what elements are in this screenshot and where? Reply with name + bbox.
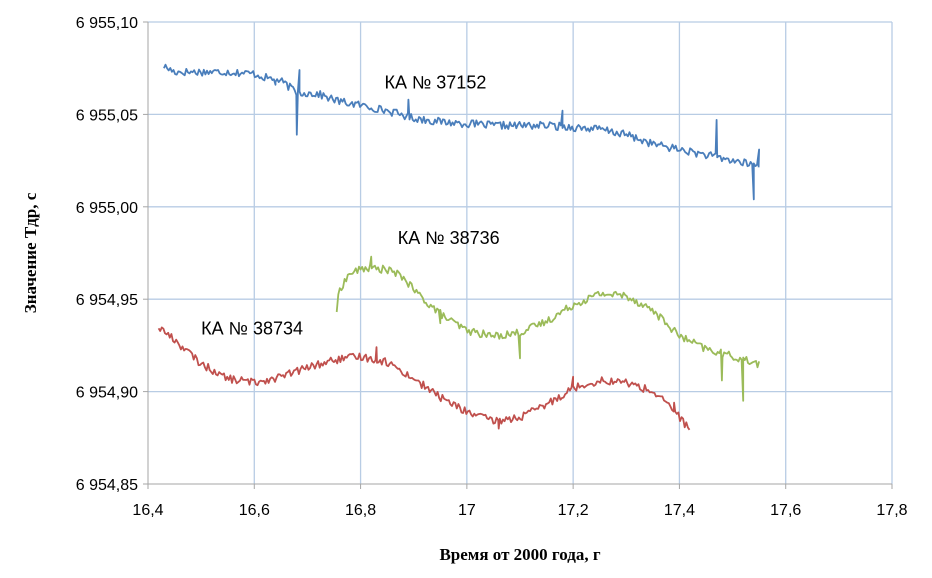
y-tick-label: 6 955,00 xyxy=(76,200,138,217)
y-tick-label: 6 954,95 xyxy=(76,292,138,309)
x-axis-title: Время от 2000 года, г xyxy=(439,545,600,564)
plot-area xyxy=(148,22,892,484)
grid xyxy=(148,21,893,484)
axes: 16,4 16,6 16,8 17 17,2 17,4 17,6 17,8 6 954,85 6 … xyxy=(76,15,908,519)
series-line xyxy=(163,63,760,201)
series-label: КА № 38736 xyxy=(398,228,500,248)
x-tick-label: 17,8 xyxy=(876,502,907,519)
series-line xyxy=(335,255,760,402)
series-labels: КА № 37152 КА № 38736 КА № 38734 xyxy=(201,73,499,339)
series-group xyxy=(157,63,760,431)
x-tick-label: 17,2 xyxy=(558,502,589,519)
x-tick-label: 16,4 xyxy=(132,502,163,519)
y-tick-label: 6 954,90 xyxy=(76,385,138,402)
y-tick-label: 6 954,85 xyxy=(76,477,138,494)
x-tick-label: 16,8 xyxy=(345,502,376,519)
x-tick-label: 17,6 xyxy=(770,502,801,519)
x-tick-label: 17 xyxy=(458,502,476,519)
series-label: КА № 38734 xyxy=(201,318,303,338)
x-tick-label: 17,4 xyxy=(664,502,695,519)
x-tick-label: 16,6 xyxy=(239,502,270,519)
series-line xyxy=(157,326,691,431)
y-tick-label: 6 955,10 xyxy=(76,15,138,32)
y-axis-title: Значение Тдр, с xyxy=(21,192,40,313)
series-label: КА № 37152 xyxy=(384,73,486,93)
y-tick-label: 6 955,05 xyxy=(76,107,138,124)
